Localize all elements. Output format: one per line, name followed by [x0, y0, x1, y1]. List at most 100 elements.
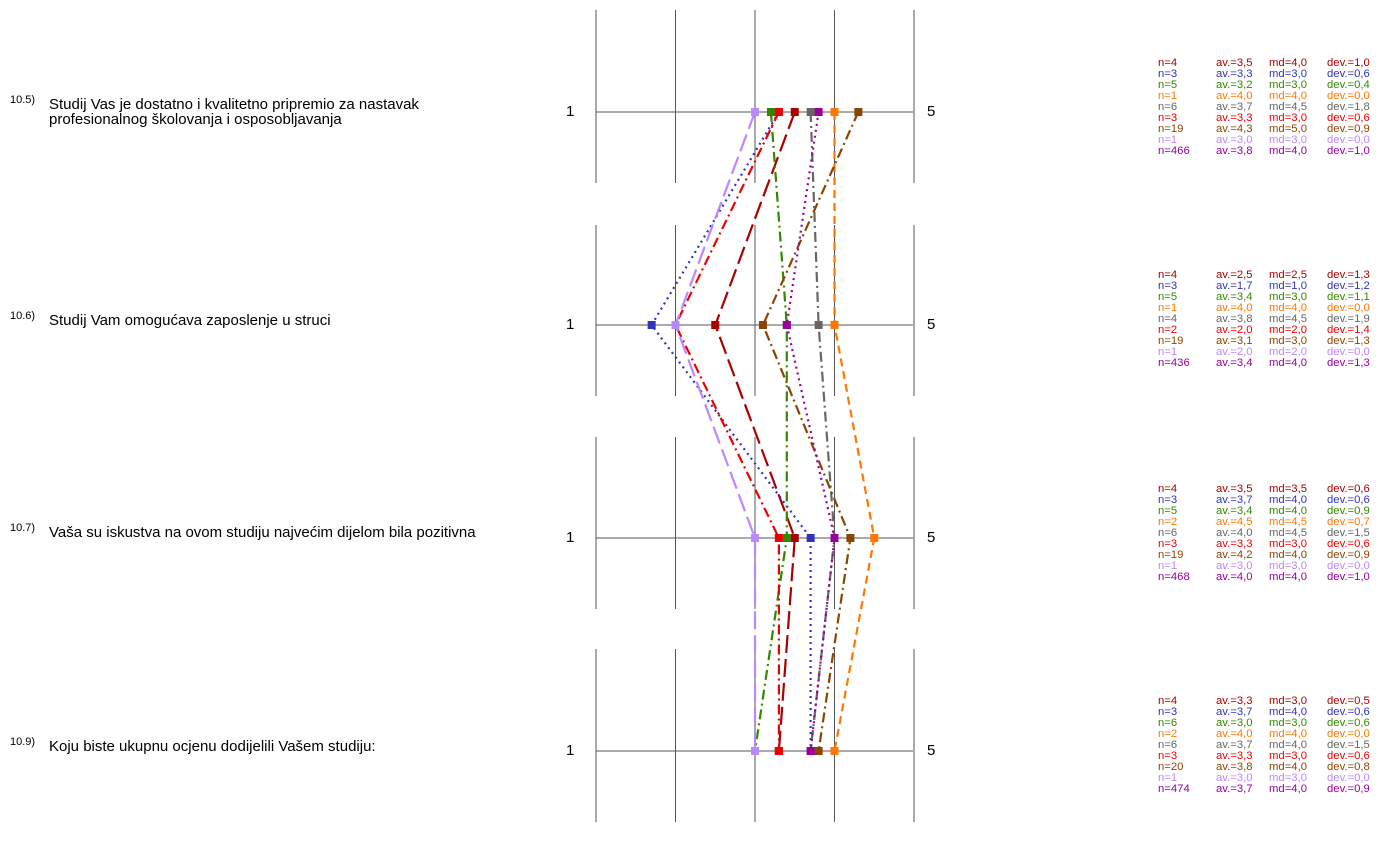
stats-value: n=2	[1158, 516, 1178, 528]
stats-row: n=4 av.=3,5 md=3,5 dev.=0,6	[1158, 483, 1383, 495]
stats-value: dev.=1,4	[1327, 324, 1370, 336]
stats-value: n=4	[1158, 57, 1178, 69]
stats-value: n=4	[1158, 695, 1178, 707]
stats-value: av.=4,0	[1216, 302, 1253, 314]
question-number: 10.6)	[10, 310, 36, 322]
stats-row: n=19 av.=3,1 md=3,0 dev.=1,3	[1158, 335, 1383, 347]
stats-value: n=19	[1158, 123, 1184, 135]
stats-value: n=5	[1158, 291, 1178, 303]
series-point	[647, 321, 656, 329]
stats-value: n=1	[1158, 772, 1178, 784]
series-point	[806, 108, 815, 116]
stats-value: md=3,0	[1269, 79, 1307, 91]
series-point	[774, 108, 783, 116]
stats-value: av.=4,0	[1216, 527, 1253, 539]
stats-row: n=2 av.=4,0 md=4,0 dev.=0,0	[1158, 728, 1383, 740]
series-point	[830, 534, 839, 542]
scale-max-label: 5	[927, 316, 936, 333]
stats-value: av.=3,4	[1216, 357, 1253, 369]
question-text: Vaša su iskustva na ovom studiju najveći…	[49, 524, 476, 541]
stats-value: n=1	[1158, 346, 1178, 358]
scale-max-label: 5	[927, 103, 936, 120]
series-line	[761, 111, 860, 752]
stats-value: dev.=1,0	[1327, 145, 1370, 157]
stats-row: n=436 av.=3,4 md=4,0 dev.=1,3	[1158, 357, 1383, 369]
scale-max-label: 5	[927, 529, 936, 546]
stats-value: dev.=1,5	[1327, 527, 1370, 539]
series-line	[674, 111, 781, 751]
stats-value: dev.=0,6	[1327, 483, 1370, 495]
stats-value: n=3	[1158, 68, 1178, 80]
stats-value: dev.=0,0	[1327, 90, 1370, 102]
stats-value: dev.=1,5	[1327, 739, 1370, 751]
series-point	[782, 321, 791, 329]
stats-value: md=3,0	[1269, 750, 1307, 762]
series-point	[790, 108, 799, 116]
stats-value: md=3,0	[1269, 291, 1307, 303]
question-text: Koju biste ukupnu ocjenu dodijelili Vaše…	[49, 738, 376, 755]
stats-row: n=5 av.=3,4 md=3,0 dev.=1,1	[1158, 291, 1383, 303]
series-line	[674, 111, 757, 751]
stats-row: n=1 av.=3,0 md=3,0 dev.=0,0	[1158, 134, 1383, 146]
stats-value: n=468	[1158, 571, 1190, 583]
stats-value: av.=3,3	[1216, 68, 1253, 80]
series-point	[751, 747, 759, 755]
stats-value: md=3,0	[1269, 560, 1307, 572]
stats-row: n=3 av.=3,7 md=4,0 dev.=0,6	[1158, 706, 1383, 718]
series-point	[846, 534, 855, 542]
series-line	[785, 111, 836, 752]
stats-row: n=3 av.=1,7 md=1,0 dev.=1,2	[1158, 280, 1383, 292]
series-point	[830, 747, 839, 755]
stats-value: md=4,0	[1269, 739, 1307, 751]
series-line	[714, 111, 796, 752]
stats-value: dev.=0,9	[1327, 505, 1370, 517]
stats-block: n=4 av.=2,5 md=2,5 dev.=1,3 n=3 av.=1,7 md=1,0…	[1158, 269, 1383, 369]
stats-value: n=3	[1158, 706, 1178, 718]
series-point	[830, 321, 839, 329]
stats-value: dev.=1,2	[1327, 280, 1370, 292]
stats-value: av.=2,0	[1216, 324, 1253, 336]
stats-row: n=19 av.=4,3 md=5,0 dev.=0,9	[1158, 123, 1383, 135]
stats-value: md=4,5	[1269, 313, 1307, 325]
series-point	[806, 534, 815, 542]
stats-row: n=4 av.=3,5 md=4,0 dev.=1,0	[1158, 57, 1383, 69]
stats-value: dev.=0,0	[1327, 560, 1370, 572]
stats-value: md=2,0	[1269, 346, 1307, 358]
stats-value: dev.=1,0	[1327, 57, 1370, 69]
stats-value: md=4,0	[1269, 57, 1307, 69]
stats-row: n=3 av.=3,7 md=4,0 dev.=0,6	[1158, 494, 1383, 506]
stats-value: av.=4,0	[1216, 90, 1253, 102]
series-point	[766, 108, 775, 116]
stats-value: dev.=0,6	[1327, 112, 1370, 124]
stats-value: dev.=1,8	[1327, 101, 1370, 113]
series-point	[751, 534, 759, 542]
series-point	[790, 534, 799, 542]
stats-value: md=4,5	[1269, 101, 1307, 113]
stats-value: n=3	[1158, 494, 1178, 506]
stats-value: n=4	[1158, 313, 1178, 325]
stats-value: av.=3,7	[1216, 494, 1253, 506]
stats-value: md=3,5	[1269, 483, 1307, 495]
stats-value: dev.=1,1	[1327, 291, 1370, 303]
series-point	[758, 321, 767, 329]
stats-row: n=1 av.=3,0 md=3,0 dev.=0,0	[1158, 560, 1383, 572]
stats-value: dev.=0,0	[1327, 346, 1370, 358]
stats-value: av.=3,3	[1216, 112, 1253, 124]
stats-row: n=6 av.=3,7 md=4,0 dev.=1,5	[1158, 739, 1383, 751]
stats-row: n=2 av.=4,5 md=4,5 dev.=0,7	[1158, 516, 1383, 528]
stats-value: md=3,0	[1269, 695, 1307, 707]
stats-row: n=2 av.=2,0 md=2,0 dev.=1,4	[1158, 324, 1383, 336]
stats-value: n=5	[1158, 505, 1178, 517]
scale-max-label: 5	[927, 742, 936, 759]
stats-value: n=19	[1158, 335, 1184, 347]
stats-value: av.=3,4	[1216, 505, 1253, 517]
stats-value: dev.=1,9	[1327, 313, 1370, 325]
stats-value: n=3	[1158, 280, 1178, 292]
stats-value: av.=2,0	[1216, 346, 1253, 358]
stats-block: n=4 av.=3,3 md=3,0 dev.=0,5 n=3 av.=3,7 md=4,0…	[1158, 695, 1383, 795]
stats-row: n=4 av.=2,5 md=2,5 dev.=1,3	[1158, 269, 1383, 281]
stats-value: dev.=0,6	[1327, 494, 1370, 506]
stats-value: dev.=0,4	[1327, 79, 1370, 91]
stats-value: md=2,5	[1269, 269, 1307, 281]
stats-row: n=468 av.=4,0 md=4,0 dev.=1,0	[1158, 571, 1383, 583]
